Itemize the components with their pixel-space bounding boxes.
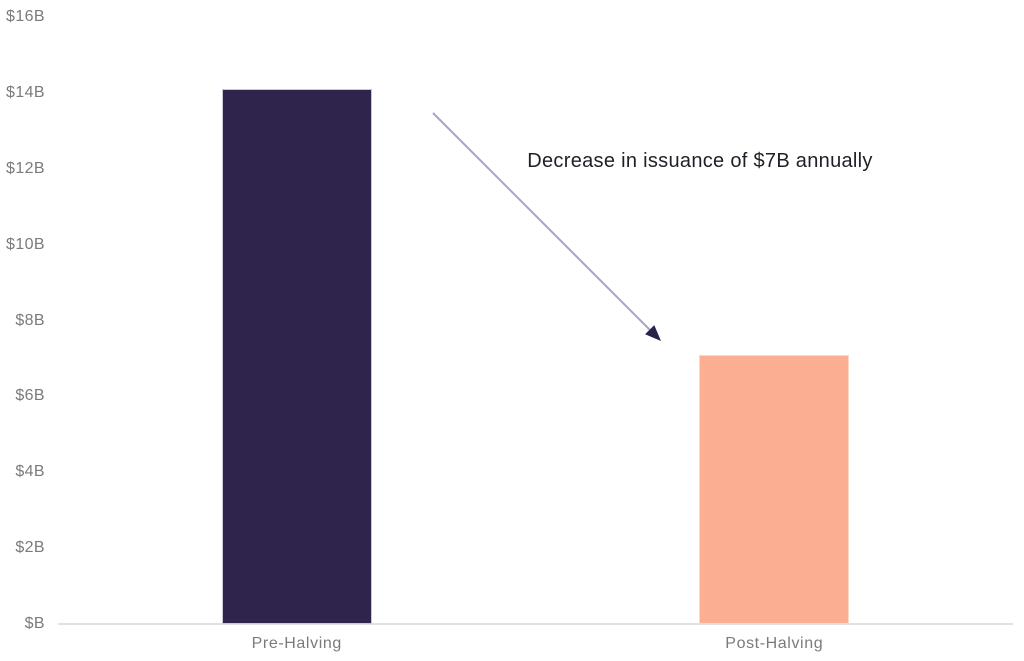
annotation-text: Decrease in issuance of $7B annually <box>527 150 873 172</box>
bar-pre-halving <box>221 89 372 624</box>
y-tick-label: $4B <box>15 463 45 481</box>
x-category-label: Post-Halving <box>725 635 824 652</box>
y-tick-label: $16B <box>6 8 45 25</box>
y-tick-label: $10B <box>6 235 45 253</box>
y-tick-label: $6B <box>15 387 45 405</box>
bar-post-halving <box>699 354 850 624</box>
y-tick-label: $2B <box>15 539 45 557</box>
x-axis-line <box>58 623 1013 625</box>
y-tick-label: $B <box>24 615 45 632</box>
y-tick-label: $14B <box>6 83 45 101</box>
x-category-label: Pre-Halving <box>251 635 342 652</box>
y-tick-label: $12B <box>6 159 45 177</box>
y-tick-label: $8B <box>15 311 45 329</box>
